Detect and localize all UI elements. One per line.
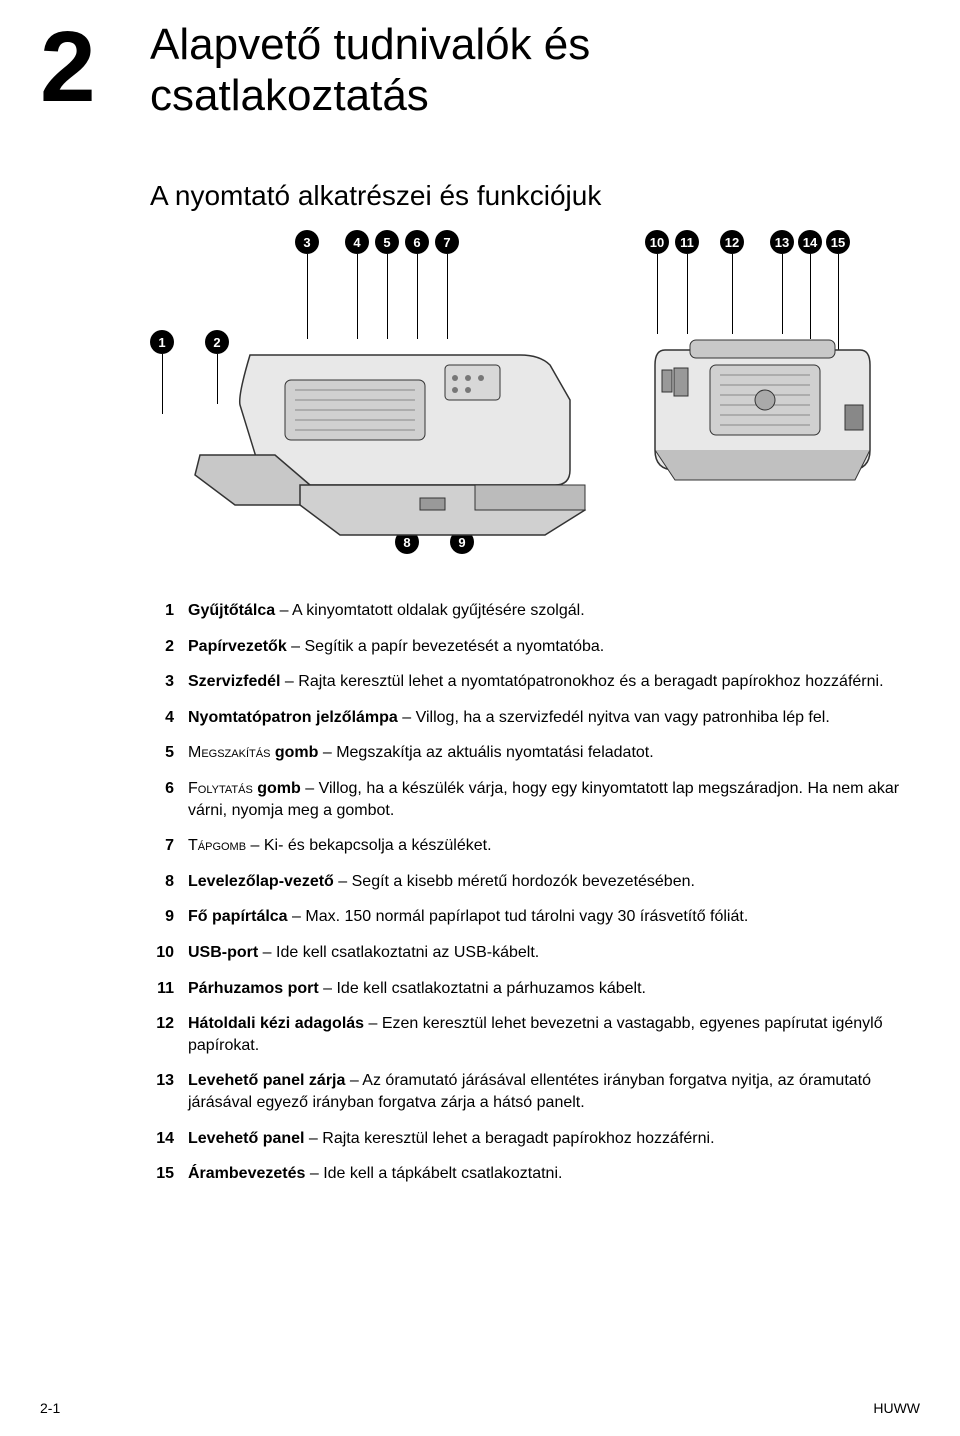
legend-item-1: 1 Gyűjtőtálca – A kinyomtatott oldalak gy… xyxy=(150,600,910,622)
legend-item-9: 9 Fő papírtálca – Max. 150 normál papírla… xyxy=(150,906,910,928)
legend-text: Megszakítás gomb – Megszakítja az aktuál… xyxy=(188,742,910,764)
callout-14: 14 xyxy=(798,230,822,254)
printer-back-icon xyxy=(650,310,880,510)
leader xyxy=(162,354,163,414)
legend-num: 6 xyxy=(150,778,174,821)
smallcaps: Folytatás xyxy=(188,780,253,797)
legend-text: Levehető panel – Rajta keresztül lehet a… xyxy=(188,1128,910,1150)
desc: – Ide kell a tápkábelt csatlakoztatni. xyxy=(305,1165,562,1182)
desc: – Ide kell csatlakoztatni a párhuzamos k… xyxy=(319,980,646,997)
legend-num: 12 xyxy=(150,1013,174,1056)
legend-text: Szervizfedél – Rajta keresztül lehet a n… xyxy=(188,671,910,693)
callout-7: 7 xyxy=(435,230,459,254)
legend-item-2: 2 Papírvezetők – Segítik a papír bevezeté… xyxy=(150,636,910,658)
footer-code: HUWW xyxy=(873,1400,920,1416)
smallcaps: Tápgomb xyxy=(188,837,246,854)
term: Levehető panel zárja xyxy=(188,1072,345,1089)
legend-num: 11 xyxy=(150,978,174,1000)
term: Fő papírtálca xyxy=(188,908,288,925)
legend-text: Gyűjtőtálca – A kinyomtatott oldalak gyű… xyxy=(188,600,910,622)
legend-text: Árambevezetés – Ide kell a tápkábelt csa… xyxy=(188,1163,910,1185)
term: Szervizfedél xyxy=(188,673,280,690)
term: gomb xyxy=(270,744,318,761)
desc: – Max. 150 normál papírlapot tud tárolni… xyxy=(288,908,749,925)
legend-text: Tápgomb – Ki- és bekapcsolja a készüléke… xyxy=(188,835,910,857)
legend-num: 5 xyxy=(150,742,174,764)
desc: – Rajta keresztül lehet a beragadt papír… xyxy=(304,1130,714,1147)
legend-num: 14 xyxy=(150,1128,174,1150)
legend-num: 7 xyxy=(150,835,174,857)
legend-item-7: 7 Tápgomb – Ki- és bekapcsolja a készülék… xyxy=(150,835,910,857)
footer-page-number: 2-1 xyxy=(40,1400,60,1416)
legend-item-6: 6 Folytatás gomb – Villog, ha a készülék … xyxy=(150,778,910,821)
legend-item-11: 11 Párhuzamos port – Ide kell csatlakozta… xyxy=(150,978,910,1000)
legend-item-8: 8 Levelezőlap-vezető – Segít a kisebb mér… xyxy=(150,871,910,893)
legend-item-12: 12 Hátoldali kézi adagolás – Ezen kereszt… xyxy=(150,1013,910,1056)
legend-num: 15 xyxy=(150,1163,174,1185)
legend-item-10: 10 USB-port – Ide kell csatlakoztatni az … xyxy=(150,942,910,964)
parts-legend: 1 Gyűjtőtálca – A kinyomtatott oldalak gy… xyxy=(150,600,910,1199)
term: Árambevezetés xyxy=(188,1165,305,1182)
legend-num: 9 xyxy=(150,906,174,928)
legend-num: 4 xyxy=(150,707,174,729)
section-title: A nyomtató alkatrészei és funkciójuk xyxy=(150,180,601,212)
legend-item-4: 4 Nyomtatópatron jelzőlámpa – Villog, ha … xyxy=(150,707,910,729)
term: USB-port xyxy=(188,944,258,961)
legend-item-5: 5 Megszakítás gomb – Megszakítja az aktuá… xyxy=(150,742,910,764)
callout-6: 6 xyxy=(405,230,429,254)
legend-text: Fő papírtálca – Max. 150 normál papírlap… xyxy=(188,906,910,928)
desc: – Megszakítja az aktuális nyomtatási fel… xyxy=(318,744,653,761)
desc: – Rajta keresztül lehet a nyomtatópatron… xyxy=(280,673,883,690)
legend-num: 8 xyxy=(150,871,174,893)
legend-text: Levelezőlap-vezető – Segít a kisebb mére… xyxy=(188,871,910,893)
term: Levelezőlap-vezető xyxy=(188,873,334,890)
chapter-number: 2 xyxy=(40,10,96,125)
legend-num: 2 xyxy=(150,636,174,658)
callout-15: 15 xyxy=(826,230,850,254)
callout-5: 5 xyxy=(375,230,399,254)
legend-num: 1 xyxy=(150,600,174,622)
callout-10: 10 xyxy=(645,230,669,254)
term: Papírvezetők xyxy=(188,638,287,655)
legend-text: Hátoldali kézi adagolás – Ezen keresztül… xyxy=(188,1013,910,1056)
smallcaps: Megszakítás xyxy=(188,744,270,761)
legend-item-3: 3 Szervizfedél – Rajta keresztül lehet a … xyxy=(150,671,910,693)
term: Nyomtatópatron jelzőlámpa xyxy=(188,709,398,726)
term: Hátoldali kézi adagolás xyxy=(188,1015,364,1032)
desc: – Villog, ha a szervizfedél nyitva van v… xyxy=(398,709,830,726)
callout-12: 12 xyxy=(720,230,744,254)
desc: – Segítik a papír bevezetését a nyomtató… xyxy=(287,638,605,655)
legend-text: Folytatás gomb – Villog, ha a készülék v… xyxy=(188,778,910,821)
term: Gyűjtőtálca xyxy=(188,602,275,619)
callout-3: 3 xyxy=(295,230,319,254)
desc: – Segít a kisebb méretű hordozók bevezet… xyxy=(334,873,695,890)
legend-num: 10 xyxy=(150,942,174,964)
legend-text: Papírvezetők – Segítik a papír bevezetés… xyxy=(188,636,910,658)
printer-diagram: 3 4 5 6 7 10 11 12 13 14 15 1 2 8 9 xyxy=(150,230,910,570)
legend-item-15: 15 Árambevezetés – Ide kell a tápkábelt c… xyxy=(150,1163,910,1185)
callout-11: 11 xyxy=(675,230,699,254)
chapter-title-line1: Alapvető tudnivalók és xyxy=(150,20,590,69)
legend-text: Nyomtatópatron jelzőlámpa – Villog, ha a… xyxy=(188,707,910,729)
callout-13: 13 xyxy=(770,230,794,254)
legend-item-13: 13 Levehető panel zárja – Az óramutató já… xyxy=(150,1070,910,1113)
printer-front-icon xyxy=(190,310,610,540)
callout-4: 4 xyxy=(345,230,369,254)
legend-item-14: 14 Levehető panel – Rajta keresztül lehet… xyxy=(150,1128,910,1150)
term: gomb xyxy=(253,780,301,797)
legend-num: 3 xyxy=(150,671,174,693)
desc: – A kinyomtatott oldalak gyűjtésére szol… xyxy=(275,602,585,619)
desc: – Ki- és bekapcsolja a készüléket. xyxy=(246,837,491,854)
legend-num: 13 xyxy=(150,1070,174,1113)
term: Párhuzamos port xyxy=(188,980,319,997)
chapter-title-line2: csatlakoztatás xyxy=(150,71,429,120)
legend-text: Párhuzamos port – Ide kell csatlakoztatn… xyxy=(188,978,910,1000)
term: Levehető panel xyxy=(188,1130,304,1147)
legend-text: Levehető panel zárja – Az óramutató járá… xyxy=(188,1070,910,1113)
desc: – Ide kell csatlakoztatni az USB-kábelt. xyxy=(258,944,539,961)
legend-text: USB-port – Ide kell csatlakoztatni az US… xyxy=(188,942,910,964)
chapter-title: Alapvető tudnivalók és csatlakoztatás xyxy=(150,20,590,121)
callout-1: 1 xyxy=(150,330,174,354)
